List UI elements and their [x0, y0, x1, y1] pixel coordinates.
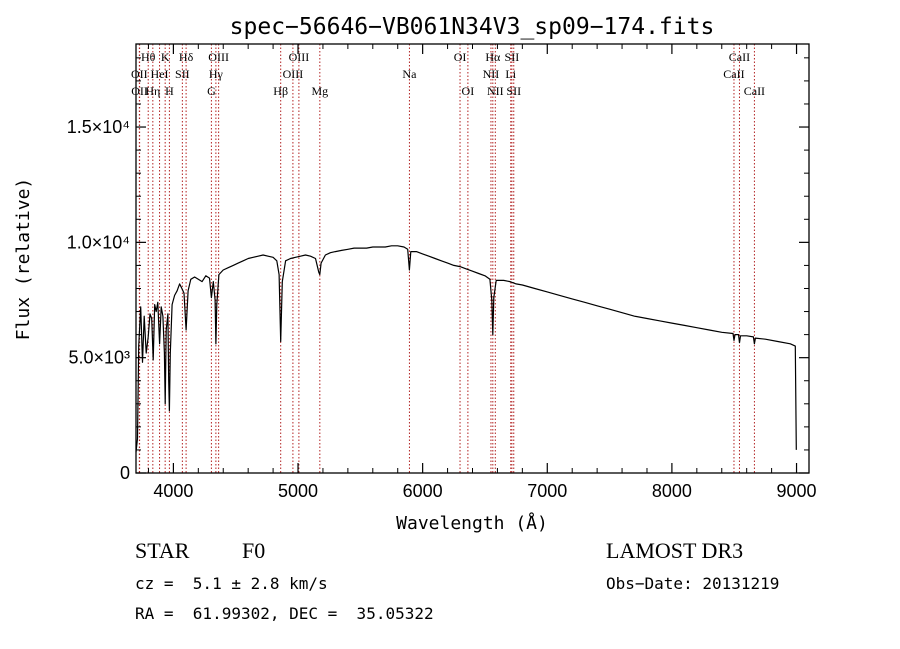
spectral-line-label: SII — [506, 84, 521, 98]
spectral-line-label: CaII — [744, 84, 765, 98]
x-axis-ticks: 4000 5000 6000 7000 8000 9000 — [147, 44, 817, 501]
spectral-line-label: CaII — [723, 67, 744, 81]
spectral-line-label: Hη — [145, 84, 160, 98]
spectral-line-label: OI — [462, 84, 475, 98]
y-axis-label: Flux (relative) — [13, 178, 34, 341]
plot-frame — [135, 43, 810, 474]
spectral-line-label: H — [165, 84, 174, 98]
spectral-line-label: Hγ — [209, 67, 224, 81]
spectral-line-label: NII — [487, 84, 504, 98]
y-axis-ticks: 0 5.0×10³ 1.0×10⁴ 1.5×10⁴ — [67, 57, 809, 483]
spectral-line-label: OI — [454, 50, 467, 64]
spectral-line-label: SII — [175, 67, 190, 81]
spectral-line-label: OIII — [283, 67, 304, 81]
spectral-line-label: OIII — [208, 50, 229, 64]
spectral-line-markers — [138, 44, 755, 473]
x-tick-label: 7000 — [527, 481, 567, 501]
observation-date: Obs−Date: 20131219 — [606, 574, 780, 593]
chart-title: spec−56646−VB061N34V3_sp09−174.fits — [230, 14, 715, 40]
spectral-line-label: Hβ — [273, 84, 288, 98]
x-axis-label: Wavelength (Å) — [396, 512, 548, 534]
spectral-line-label: Hα — [485, 50, 501, 64]
spectral-line-label: CaII — [729, 50, 750, 64]
spectral-line-label: NII — [483, 67, 500, 81]
spectral-line-label: Mg — [311, 84, 328, 98]
spectral-line-label: SII — [505, 50, 520, 64]
x-tick-label: 4000 — [153, 481, 193, 501]
spectrum-series — [135, 245, 797, 453]
coordinates-readout: RA = 61.99302, DEC = 35.05322 — [135, 604, 434, 623]
spectral-line-label: HeI — [151, 67, 169, 81]
survey-name: LAMOST DR3 — [606, 538, 744, 563]
spectral-line-label: OIII — [289, 50, 310, 64]
y-tick-label: 0 — [120, 463, 130, 483]
spectral-line-labels: OIIOIIHθHηHeIKHSIIHδGHγOIIIHβOIIIOIIIMgN… — [131, 50, 765, 98]
spectral-line-label: Na — [402, 67, 417, 81]
spectral-line-label: Li — [505, 67, 516, 81]
spectral-line-label: OII — [131, 67, 148, 81]
y-tick-label: 5.0×10³ — [68, 348, 130, 368]
object-type: STAR — [135, 538, 190, 563]
y-tick-label: 1.5×10⁴ — [67, 117, 130, 137]
redshift-readout: cz = 5.1 ± 2.8 km/s — [135, 574, 328, 593]
spectral-line-label: G — [207, 84, 216, 98]
spectral-subclass: F0 — [242, 538, 266, 563]
x-tick-label: 5000 — [278, 481, 318, 501]
spectral-line-label: Hθ — [141, 50, 156, 64]
spectral-line-label: K — [161, 50, 170, 64]
x-tick-label: 8000 — [652, 481, 692, 501]
y-tick-label: 1.0×10⁴ — [67, 232, 130, 252]
x-tick-label: 9000 — [777, 481, 817, 501]
x-tick-label: 6000 — [403, 481, 443, 501]
spectral-line-label: Hδ — [179, 50, 194, 64]
